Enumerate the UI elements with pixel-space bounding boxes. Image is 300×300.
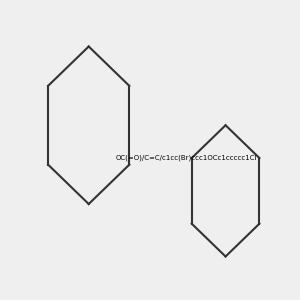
Text: OC(=O)/C=C/c1cc(Br)ccc1OCc1ccccc1Cl: OC(=O)/C=C/c1cc(Br)ccc1OCc1ccccc1Cl — [116, 155, 257, 161]
